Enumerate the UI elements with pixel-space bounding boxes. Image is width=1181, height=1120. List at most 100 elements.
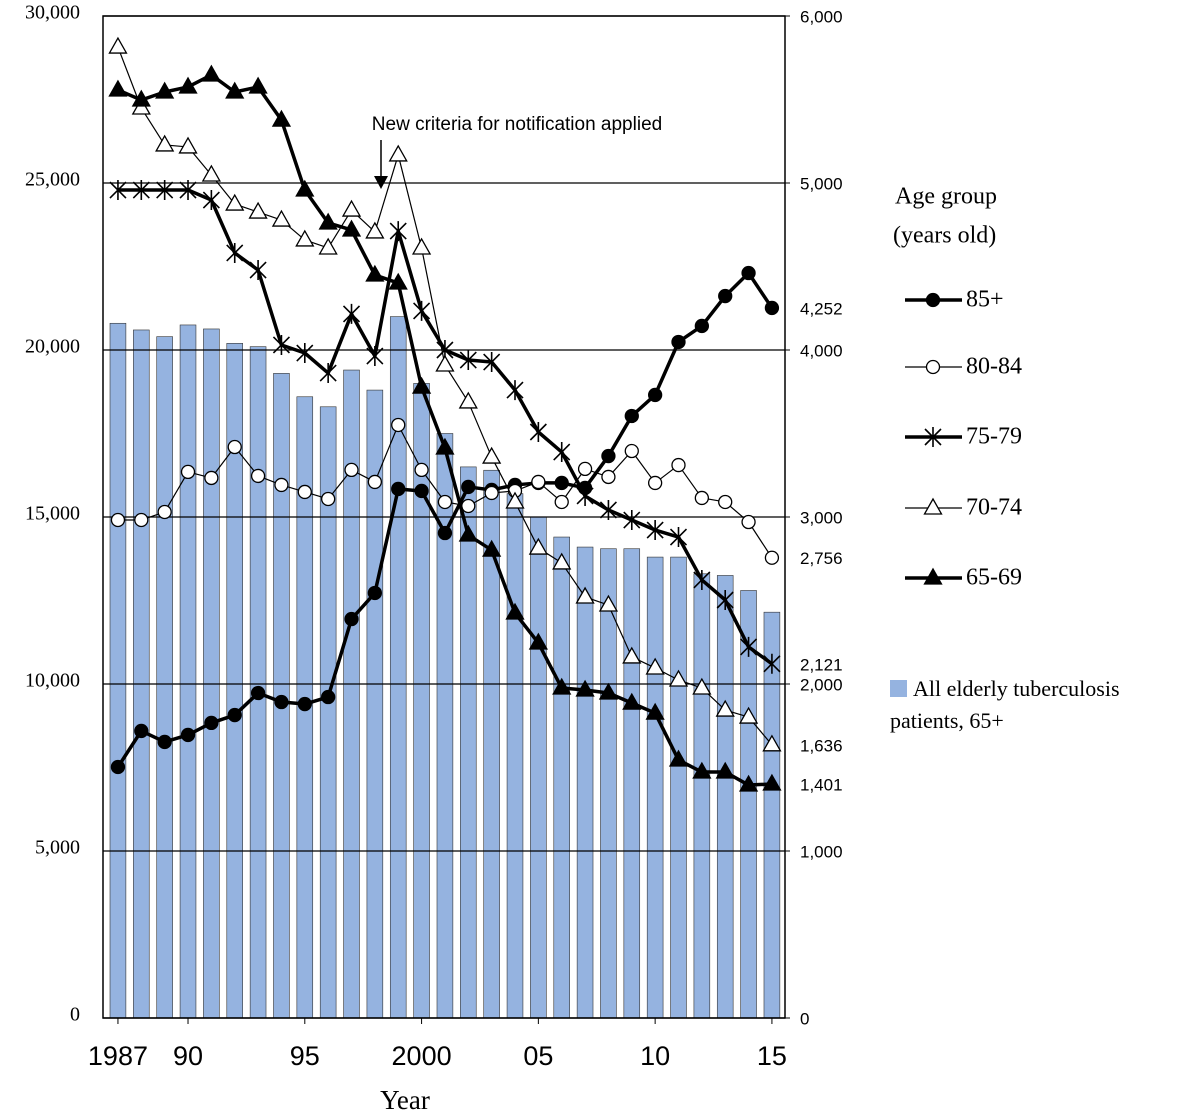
x-axis-label: Year	[380, 1085, 430, 1115]
marker	[344, 611, 359, 627]
marker	[482, 446, 502, 464]
marker	[414, 483, 429, 499]
marker	[577, 461, 593, 477]
marker	[552, 677, 572, 695]
bar	[109, 322, 127, 1019]
marker	[435, 437, 455, 455]
x-tick-label: 15	[757, 1041, 787, 1071]
bar	[646, 556, 664, 1019]
marker	[506, 380, 524, 401]
marker	[528, 537, 548, 555]
marker	[178, 136, 198, 154]
y-tick-label: 30,000	[25, 2, 80, 24]
marker	[552, 552, 572, 570]
marker	[391, 417, 406, 433]
marker	[155, 81, 175, 99]
bar	[623, 548, 641, 1019]
marker	[716, 589, 734, 610]
marker	[367, 585, 383, 601]
marker	[482, 539, 502, 557]
value-label: 4,252	[800, 299, 843, 318]
marker	[461, 498, 476, 514]
marker	[458, 524, 478, 542]
bar	[413, 383, 430, 1019]
marker	[225, 81, 245, 99]
legend-marker	[923, 497, 943, 515]
marker	[622, 646, 642, 664]
marker	[132, 180, 150, 201]
bar	[670, 556, 687, 1019]
y2-tick-label: 4,000	[800, 341, 843, 360]
marker	[411, 237, 432, 255]
marker	[623, 510, 641, 531]
marker	[389, 221, 407, 242]
marker	[344, 462, 359, 478]
marker	[226, 242, 244, 263]
marker	[204, 470, 219, 486]
marker	[763, 653, 781, 674]
y2-tick-label: 3,000	[800, 508, 843, 527]
marker	[739, 636, 758, 657]
marker	[248, 201, 268, 219]
marker	[342, 303, 361, 324]
marker	[414, 462, 429, 478]
marker	[741, 514, 756, 530]
value-label: 2,756	[800, 549, 843, 568]
marker	[271, 209, 292, 227]
legend-label: 65-69	[966, 565, 1022, 591]
marker	[110, 512, 126, 528]
marker	[624, 443, 639, 459]
plot-frame	[102, 15, 786, 1019]
marker	[601, 448, 616, 464]
marker	[715, 761, 735, 779]
x-tick-label: 1987	[88, 1041, 148, 1071]
marker	[365, 221, 385, 239]
marker	[599, 499, 617, 520]
marker	[366, 346, 384, 367]
marker	[575, 586, 595, 604]
marker	[484, 485, 499, 501]
legend-label: 70-74	[966, 495, 1022, 521]
x-tick-label: 2000	[392, 1041, 452, 1071]
y-tick-label: 0	[70, 1004, 80, 1026]
marker	[505, 602, 525, 620]
bar-legend: All elderly tuberculosis patients, 65+	[890, 673, 1180, 737]
marker	[319, 363, 337, 384]
marker	[764, 300, 780, 316]
y2-tick-label: 5,000	[800, 174, 843, 193]
marker	[178, 76, 198, 94]
marker	[297, 696, 312, 712]
marker	[249, 260, 267, 281]
x-tick-label: 90	[173, 1041, 203, 1071]
marker	[411, 376, 432, 394]
bar	[600, 548, 617, 1019]
marker	[134, 723, 149, 739]
y2-tick-label: 6,000	[800, 7, 843, 26]
marker	[668, 669, 689, 687]
marker	[741, 265, 756, 281]
marker	[461, 479, 476, 495]
value-label: 2,121	[800, 655, 843, 674]
marker	[554, 475, 569, 491]
marker	[483, 352, 501, 373]
legend-label: 75-79	[966, 424, 1022, 450]
bar	[203, 328, 220, 1019]
marker	[295, 179, 315, 197]
marker	[179, 180, 197, 201]
bar	[716, 575, 734, 1019]
legend-title: Age group	[895, 184, 997, 210]
marker	[693, 569, 711, 590]
marker	[201, 164, 221, 182]
bar	[460, 466, 477, 1019]
marker	[459, 350, 477, 371]
marker	[180, 464, 196, 480]
marker	[321, 491, 336, 507]
legend-swatch	[890, 680, 907, 697]
y-tick-label: 20,000	[25, 336, 80, 358]
annotation-arrowhead	[374, 176, 388, 189]
marker	[274, 694, 289, 710]
y-tick-label: 5,000	[35, 837, 80, 859]
marker	[647, 387, 663, 403]
marker	[738, 706, 759, 724]
